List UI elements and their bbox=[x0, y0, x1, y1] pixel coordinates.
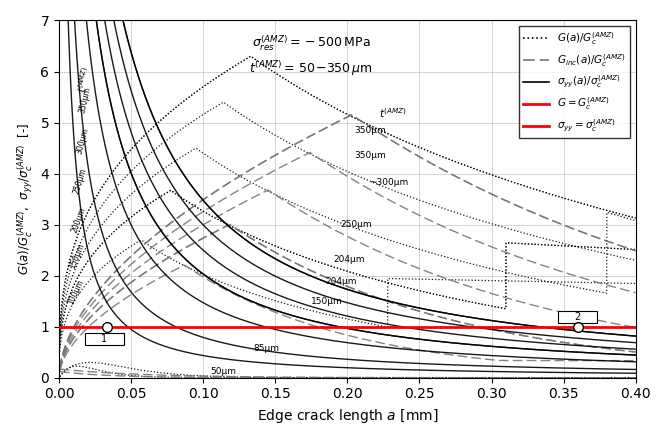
Text: 1: 1 bbox=[101, 334, 107, 344]
Text: 300μm: 300μm bbox=[75, 126, 91, 154]
Y-axis label: $G(a)/G_c^{(AMZ)}$,  $\sigma_{yy}/\sigma_c^{(AMZ)}$  [-]: $G(a)/G_c^{(AMZ)}$, $\sigma_{yy}/\sigma_… bbox=[15, 123, 35, 275]
Legend: $G(a)/G_c^{(AMZ)}$, $G_{inc}(a)/G_c^{(AMZ)}$, $\sigma_{yy}(a)/\sigma_c^{(AMZ)}$,: $G(a)/G_c^{(AMZ)}$, $G_{inc}(a)/G_c^{(AM… bbox=[519, 26, 631, 139]
Text: 150μm: 150μm bbox=[311, 297, 343, 306]
Text: 204μm: 204μm bbox=[326, 277, 357, 286]
Text: 350μm: 350μm bbox=[78, 85, 93, 114]
X-axis label: Edge crack length $a$ [mm]: Edge crack length $a$ [mm] bbox=[256, 407, 438, 425]
Text: 350μm: 350μm bbox=[354, 151, 386, 160]
Text: 250μm: 250μm bbox=[72, 167, 89, 195]
Text: 2: 2 bbox=[574, 312, 581, 322]
FancyBboxPatch shape bbox=[85, 333, 124, 345]
Text: 204μm: 204μm bbox=[333, 255, 364, 264]
Text: $\sigma_{res}^{(AMZ)}=-500\,\mathrm{MPa}$: $\sigma_{res}^{(AMZ)}=-500\,\mathrm{MPa}… bbox=[252, 34, 371, 53]
Text: 100μm: 100μm bbox=[66, 278, 86, 306]
Text: 350μm: 350μm bbox=[354, 126, 386, 135]
Text: ~300μm: ~300μm bbox=[369, 178, 408, 187]
Text: 250μm: 250μm bbox=[340, 220, 372, 229]
Text: 200μm: 200μm bbox=[70, 205, 87, 234]
Text: $t^{(AMZ)}$: $t^{(AMZ)}$ bbox=[379, 106, 407, 120]
Text: $t^{(AMZ)}$: $t^{(AMZ)}$ bbox=[74, 65, 94, 94]
Text: 150μm: 150μm bbox=[68, 242, 86, 270]
Text: 85μm: 85μm bbox=[254, 344, 280, 352]
FancyBboxPatch shape bbox=[558, 311, 597, 323]
Text: 50μm: 50μm bbox=[210, 367, 236, 376]
Text: $t^{(AMZ)}=\,50\!-\!350\,\mu\mathrm{m}$: $t^{(AMZ)}=\,50\!-\!350\,\mu\mathrm{m}$ bbox=[249, 59, 374, 78]
